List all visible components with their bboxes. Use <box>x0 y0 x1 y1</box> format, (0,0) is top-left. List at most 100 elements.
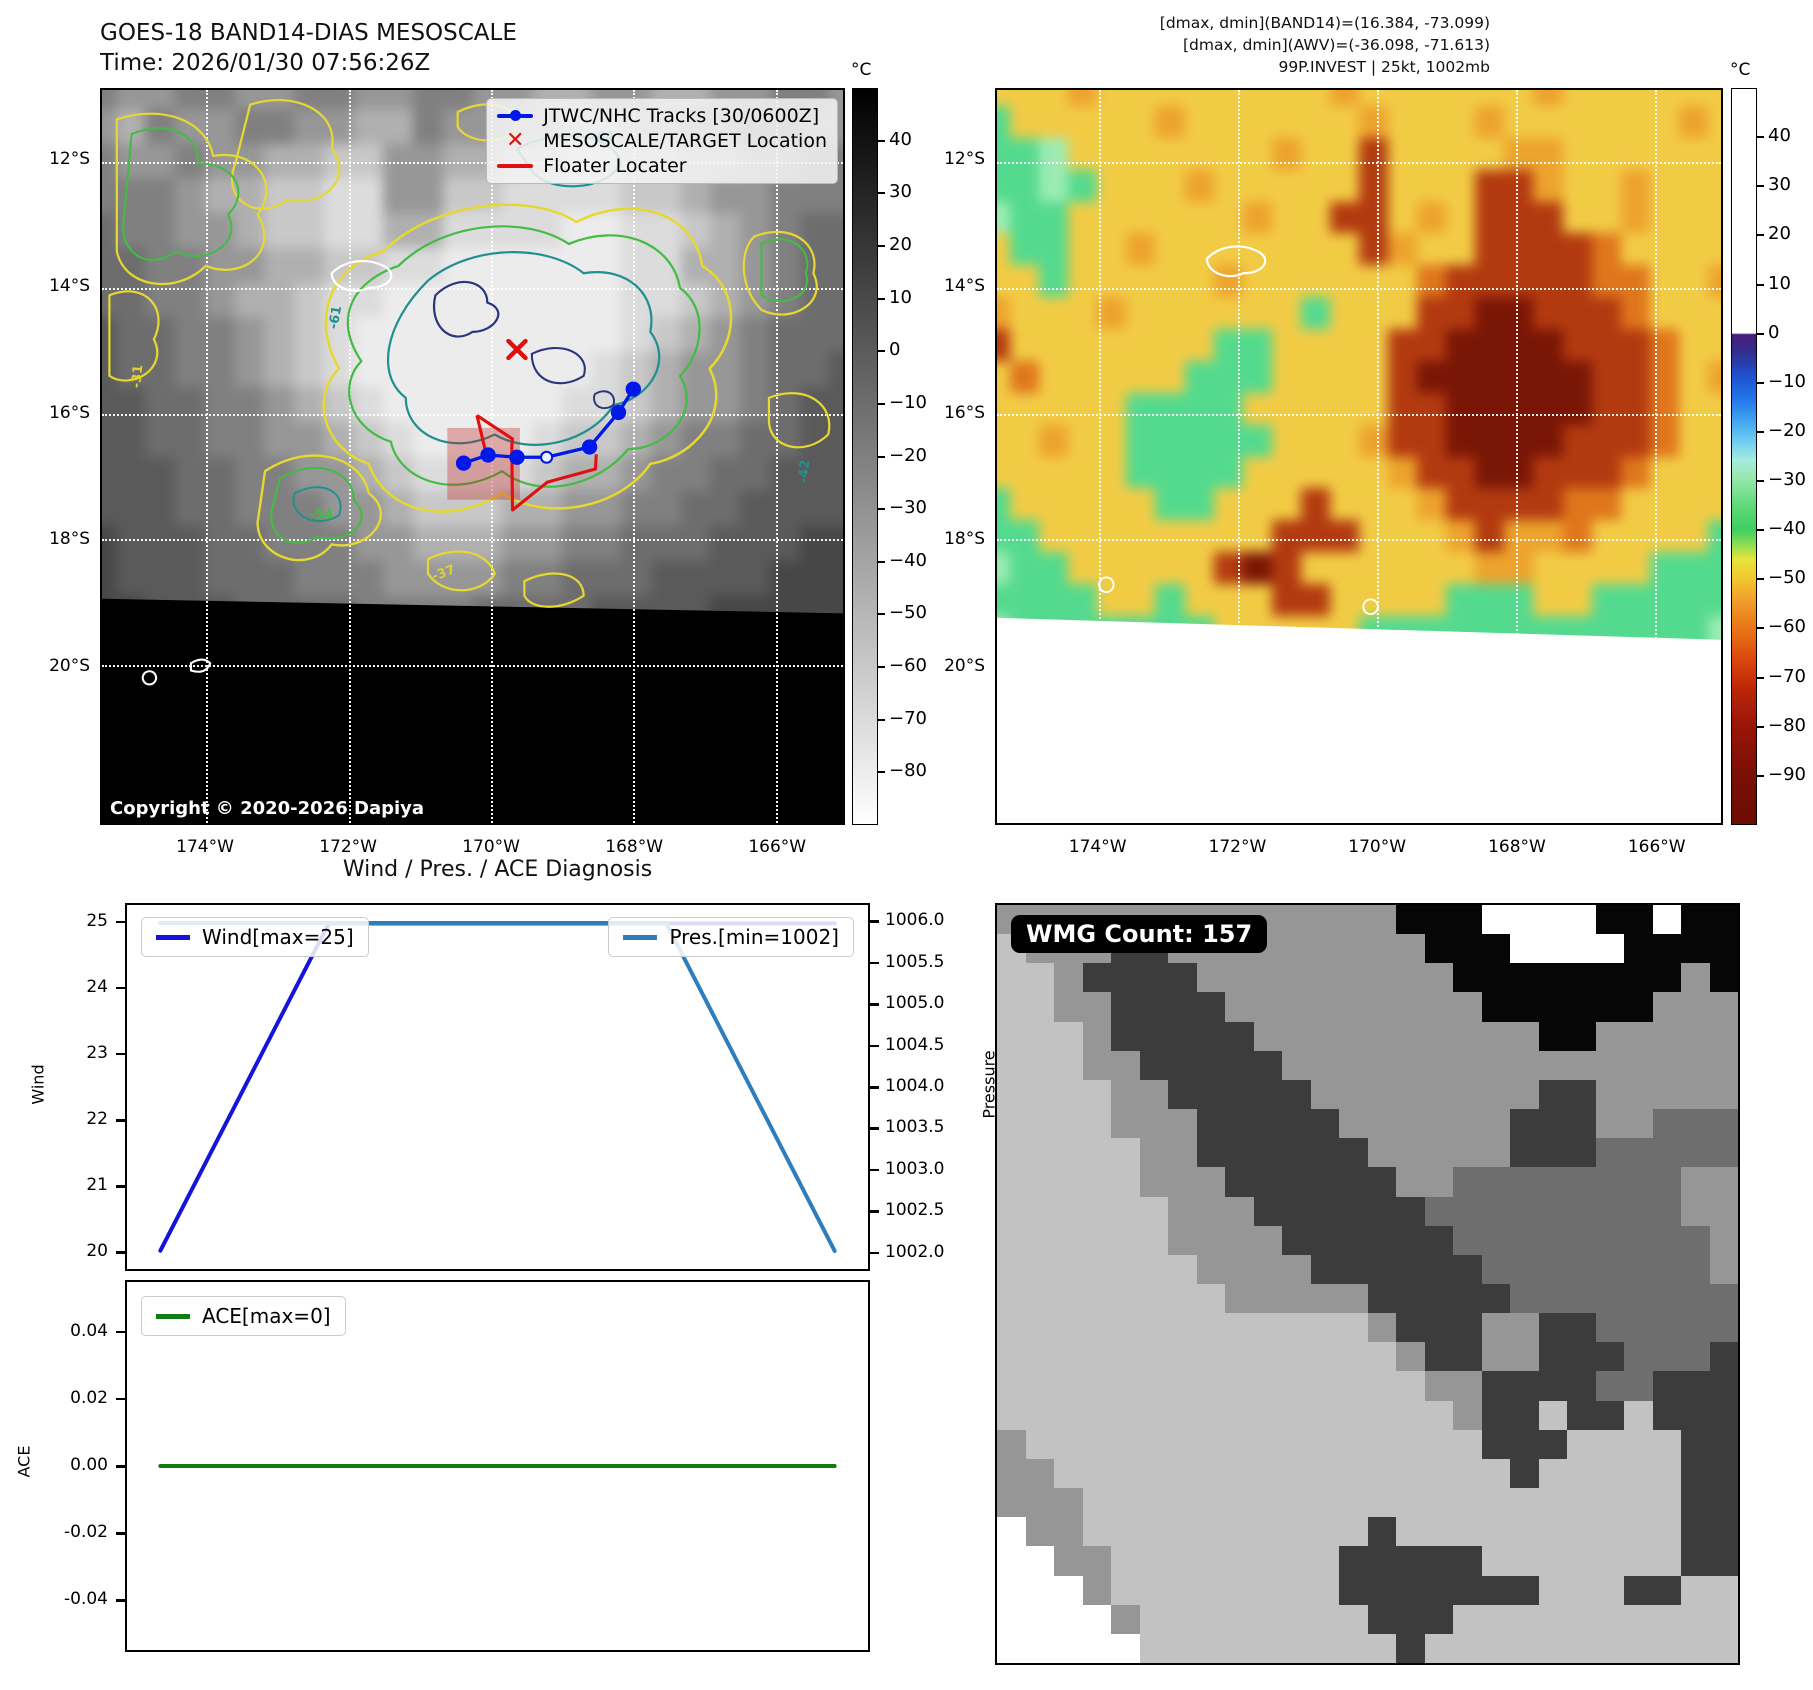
colorbar-tick-mark <box>1757 725 1764 728</box>
chart-tick-label: 1003.0 <box>885 1158 945 1179</box>
wmg-image-panel: WMG Count: 157 <box>995 903 1740 1665</box>
lon-tick-label: 172°W <box>319 837 377 857</box>
latitude-gridline <box>997 161 1721 164</box>
chart-tick-mark <box>116 1251 125 1254</box>
lat-tick-label: 18°S <box>49 528 90 549</box>
lon-tick-label: 166°W <box>748 837 807 857</box>
colorbar-tick-label: −30 <box>889 497 927 519</box>
colorbar-tick-label: −60 <box>1768 616 1806 638</box>
wind-legend: Wind[max=25] <box>141 917 369 957</box>
contour-value-label: -31 <box>128 363 146 389</box>
chart-tick-mark <box>870 1044 879 1048</box>
chart-tick-label: 0.04 <box>70 1320 108 1341</box>
legend-item-track: JTWC/NHC Tracks [30/0600Z] <box>497 105 827 127</box>
chart-tick-mark <box>870 961 879 965</box>
colorbar-tick-mark <box>1757 627 1764 630</box>
awv-image <box>997 90 1721 640</box>
lat-tick-label: 20°S <box>944 655 985 676</box>
colorbar-tick-mark <box>878 666 885 669</box>
band14-map-legend: JTWC/NHC Tracks [30/0600Z] ✕ MESOSCALE/T… <box>486 98 838 184</box>
wind-pressure-plot <box>127 905 868 1269</box>
lat-tick-label: 16°S <box>49 402 90 423</box>
colorbar-tick-mark <box>1757 676 1764 679</box>
colorbar-tick-mark <box>878 771 885 774</box>
info-band14-range: [dmax, dmin](BAND14)=(16.384, -73.099) <box>1159 14 1490 32</box>
colorbar-tick-label: 0 <box>889 339 901 361</box>
chart-tick-label: 0.02 <box>70 1387 108 1408</box>
chart-tick-label: 24 <box>86 976 108 997</box>
band14-colorbar <box>852 88 878 825</box>
colorbar-tick-label: −50 <box>1768 567 1806 589</box>
ace-legend: ACE[max=0] <box>141 1296 346 1336</box>
wmg-image <box>997 905 1738 1663</box>
colorbar-tick-mark <box>1757 480 1764 483</box>
longitude-gridline <box>348 90 351 823</box>
longitude-gridline <box>1099 90 1102 823</box>
colorbar-tick-mark <box>1757 332 1764 335</box>
colorbar-tick-label: 10 <box>1768 272 1791 294</box>
pressure-line-swatch <box>623 934 658 940</box>
colorbar-tick-label: −40 <box>889 549 927 571</box>
longitude-gridline <box>775 90 778 823</box>
legend-item-floater: Floater Locater <box>497 155 827 177</box>
ace-plot <box>127 1282 868 1650</box>
chart-tick-mark <box>870 920 879 923</box>
latitude-gridline <box>997 287 1721 290</box>
contour-value-label: -54 <box>309 507 333 523</box>
chart-tick-mark <box>116 920 125 924</box>
chart-tick-mark <box>116 1397 125 1401</box>
info-awv-range: [dmax, dmin](AWV)=(-36.098, -71.613) <box>1183 36 1490 54</box>
lat-tick-label: 12°S <box>49 149 90 170</box>
awv-colorbar-title: °C <box>1730 60 1751 80</box>
latitude-gridline <box>997 413 1721 416</box>
colorbar-tick-mark <box>1757 185 1764 188</box>
chart-tick-mark <box>116 1119 125 1122</box>
diagnosis-title: Wind / Pres. / ACE Diagnosis <box>342 857 653 882</box>
longitude-gridline <box>1238 90 1241 823</box>
colorbar-tick-mark <box>878 192 885 195</box>
colorbar-tick-mark <box>878 455 885 458</box>
chart-tick-mark <box>870 1251 879 1255</box>
colorbar-tick-mark <box>878 508 885 511</box>
longitude-gridline <box>206 90 209 823</box>
chart-tick-mark <box>870 1086 879 1089</box>
chart-tick-mark <box>870 1003 879 1006</box>
pressure-legend: Pres.[min=1002] <box>608 917 854 957</box>
colorbar-tick-label: −20 <box>1768 419 1806 441</box>
colorbar-tick-mark <box>878 613 885 616</box>
colorbar-tick-label: 20 <box>889 233 912 255</box>
page-title: GOES-18 BAND14-DIAS MESOSCALE <box>100 20 517 46</box>
chart-tick-label: 20 <box>86 1241 108 1262</box>
ace-chart: ACE[max=0] <box>125 1280 870 1652</box>
latitude-gridline <box>102 287 843 290</box>
colorbar-tick-mark <box>878 560 885 563</box>
latitude-gridline <box>102 539 843 542</box>
chart-tick-label: 1005.0 <box>885 993 945 1014</box>
info-storm-id: 99P.INVEST | 25kt, 1002mb <box>1278 58 1490 76</box>
chart-tick-label: 23 <box>86 1042 108 1063</box>
legend-floater-label: Floater Locater <box>543 155 687 177</box>
track-line-icon <box>497 110 534 121</box>
longitude-gridline <box>1655 90 1658 823</box>
chart-tick-mark <box>116 1185 125 1188</box>
lon-tick-label: 172°W <box>1208 837 1267 857</box>
legend-item-target: ✕ MESOSCALE/TARGET Location <box>497 130 827 153</box>
legend-target-label: MESOSCALE/TARGET Location <box>543 130 827 152</box>
colorbar-tick-mark <box>1757 430 1764 433</box>
colorbar-tick-mark <box>878 350 885 353</box>
band14-graticule <box>102 90 843 823</box>
chart-tick-label: 1005.5 <box>885 951 945 972</box>
chart-tick-label: 1004.0 <box>885 1076 945 1096</box>
lon-tick-label: 170°W <box>462 837 520 857</box>
awv-colorbar <box>1731 88 1757 825</box>
chart-tick-label: 25 <box>86 910 108 931</box>
chart-tick-label: 1002.0 <box>885 1241 945 1262</box>
colorbar-tick-label: −40 <box>1768 518 1806 540</box>
colorbar-tick-label: 30 <box>889 181 912 203</box>
page-subtitle-time: Time: 2026/01/30 07:56:26Z <box>100 50 431 76</box>
wind-axis-label: Wind <box>28 1064 48 1105</box>
colorbar-tick-label: 0 <box>1768 321 1780 343</box>
header-info-block: [dmax, dmin](BAND14)=(16.384, -73.099) [… <box>1160 12 1490 78</box>
lat-tick-label: 18°S <box>944 528 985 549</box>
chart-tick-label: -0.02 <box>64 1522 108 1543</box>
